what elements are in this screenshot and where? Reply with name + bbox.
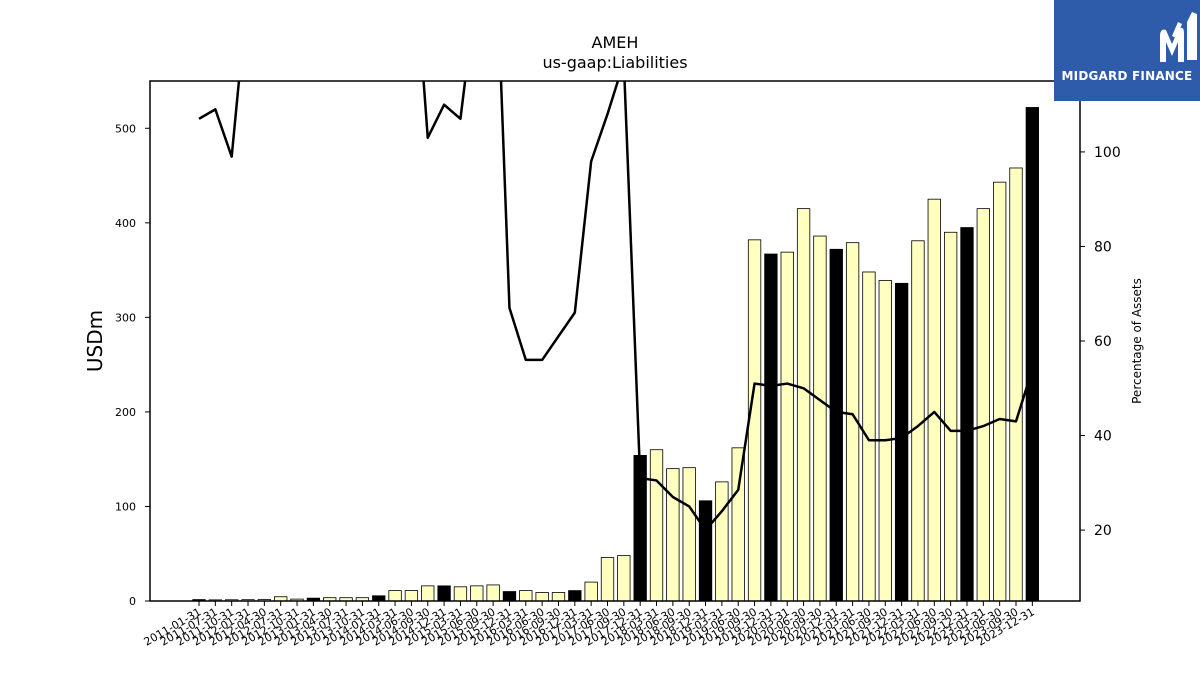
bar-2019-06-30 bbox=[731, 447, 745, 602]
bar-2014-01-31 bbox=[372, 595, 386, 602]
bar-2018-03-31 bbox=[649, 449, 664, 602]
midgard-mark-icon bbox=[1160, 12, 1197, 62]
y2-tick-label: 40 bbox=[1094, 429, 1112, 445]
y-tick-label: 200 bbox=[115, 406, 136, 419]
bar-2019-12-31 bbox=[764, 253, 778, 602]
x-axis: 2011-01-312011-07-312011-10-312012-01-31… bbox=[142, 601, 1037, 649]
y-axis: 0 100 200 300 400 500 bbox=[115, 122, 150, 608]
bar-2015-06-30 bbox=[470, 585, 484, 602]
bar-2020-03-31 bbox=[780, 251, 794, 602]
bar-2018-12-31 bbox=[698, 500, 713, 602]
chart-subtitle: us-gaap:Liabilities bbox=[542, 53, 687, 72]
chart-title: AMEH bbox=[592, 33, 639, 52]
bar-2016-03-31 bbox=[519, 590, 533, 602]
bar-2019-03-31 bbox=[715, 481, 729, 602]
bar-2023-12-31 bbox=[1025, 107, 1039, 602]
bar-series bbox=[192, 107, 1039, 602]
bar-2021-06-30 bbox=[862, 271, 876, 602]
bar-2018-06-30 bbox=[666, 468, 680, 602]
bar-2016-09-30 bbox=[551, 592, 566, 602]
y2-tick-label: 60 bbox=[1094, 334, 1112, 350]
y-axis-label: USDm bbox=[83, 310, 107, 372]
line-series bbox=[198, 81, 1034, 532]
y2-axis-label: Percentage of Assets bbox=[1130, 278, 1144, 404]
bar-2014-09-30 bbox=[421, 585, 435, 602]
bar-2015-03-31 bbox=[453, 586, 468, 602]
y2-tick-label: 100 bbox=[1094, 145, 1121, 161]
bar-2017-09-30 bbox=[617, 555, 631, 602]
y-tick-label: 500 bbox=[115, 122, 136, 135]
bar-2020-09-30 bbox=[813, 235, 827, 602]
y2-axis: 20 40 60 80 100 bbox=[1080, 145, 1121, 539]
bar-2022-12-31 bbox=[960, 227, 974, 602]
bar-2019-09-30 bbox=[747, 239, 762, 602]
bar-2018-09-30 bbox=[682, 467, 696, 602]
percentage-of-assets-line bbox=[198, 81, 1034, 532]
y-tick-label: 100 bbox=[115, 500, 136, 513]
brand-name: MIDGARD FINANCE bbox=[1061, 69, 1193, 83]
bar-2022-06-30 bbox=[927, 198, 941, 602]
bar-2023-06-30 bbox=[993, 181, 1007, 602]
bar-2015-12-31 bbox=[502, 591, 517, 602]
bar-2023-09-30 bbox=[1009, 167, 1023, 602]
y2-tick-label: 80 bbox=[1094, 239, 1112, 255]
bar-2023-03-31 bbox=[976, 208, 990, 602]
bar-2015-09-30 bbox=[486, 584, 500, 602]
bar-2014-06-30 bbox=[404, 590, 419, 602]
bar-2021-12-31 bbox=[894, 282, 909, 602]
bar-2017-06-30 bbox=[600, 557, 615, 602]
brand-logo: MIDGARD FINANCE bbox=[1054, 0, 1200, 101]
bar-2016-06-30 bbox=[535, 592, 549, 602]
y-tick-label: 0 bbox=[129, 595, 136, 608]
bar-2020-12-31 bbox=[829, 248, 843, 602]
bar-2022-09-30 bbox=[943, 231, 958, 602]
y-tick-label: 400 bbox=[115, 217, 136, 230]
bar-2017-03-31 bbox=[584, 581, 598, 602]
y2-tick-label: 20 bbox=[1094, 523, 1112, 539]
bar-2014-12-31 bbox=[437, 585, 451, 602]
bar-2014-03-31 bbox=[388, 590, 402, 602]
bar-2020-06-30 bbox=[796, 208, 811, 602]
bar-2016-12-31 bbox=[568, 590, 582, 602]
y-tick-label: 300 bbox=[115, 311, 136, 324]
